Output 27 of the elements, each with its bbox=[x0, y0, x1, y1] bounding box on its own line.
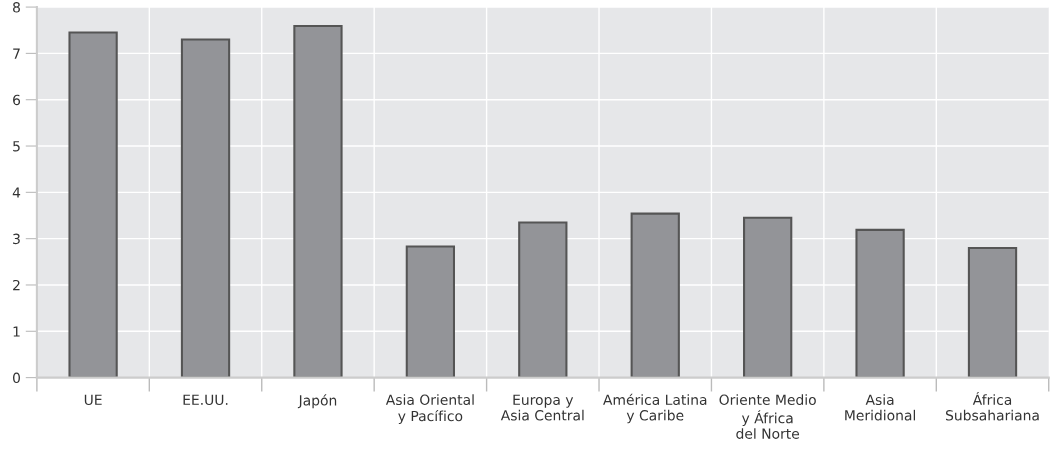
x-tick-label: EE.UU. bbox=[183, 394, 228, 406]
bar bbox=[293, 25, 343, 378]
bar bbox=[180, 38, 231, 378]
bar bbox=[967, 246, 1018, 378]
x-tick-label: Asia Meridional bbox=[845, 394, 916, 421]
y-tick-label: 7 bbox=[13, 48, 20, 59]
x-tick-label: América Latina y Caribe bbox=[603, 393, 707, 424]
x-tick-label: Asia Oriental y Pacífico bbox=[385, 394, 474, 424]
y-tick-label: 5 bbox=[13, 141, 20, 152]
y-tick-label: 1 bbox=[13, 326, 20, 337]
bar bbox=[68, 31, 118, 378]
x-tick-label: Europa y Asia Central bbox=[500, 394, 584, 421]
y-tick-label: 2 bbox=[13, 279, 20, 291]
y-tick-label: 0 bbox=[13, 372, 20, 384]
bar bbox=[743, 216, 793, 378]
bar bbox=[630, 212, 680, 378]
bar bbox=[855, 228, 905, 378]
x-tick-label: Japón bbox=[297, 394, 337, 409]
x-tick-label: África Subsahariana bbox=[945, 391, 1039, 421]
y-tick-label: 4 bbox=[12, 187, 21, 198]
bar bbox=[405, 245, 456, 378]
x-tick-label: Oriente Medio y África del Norte bbox=[719, 394, 816, 439]
y-tick-label: 8 bbox=[13, 2, 20, 13]
x-tick-label: UE bbox=[84, 394, 102, 406]
y-tick-label: 6 bbox=[13, 94, 21, 106]
bar bbox=[518, 221, 568, 378]
y-tick-label: 3 bbox=[13, 233, 20, 245]
